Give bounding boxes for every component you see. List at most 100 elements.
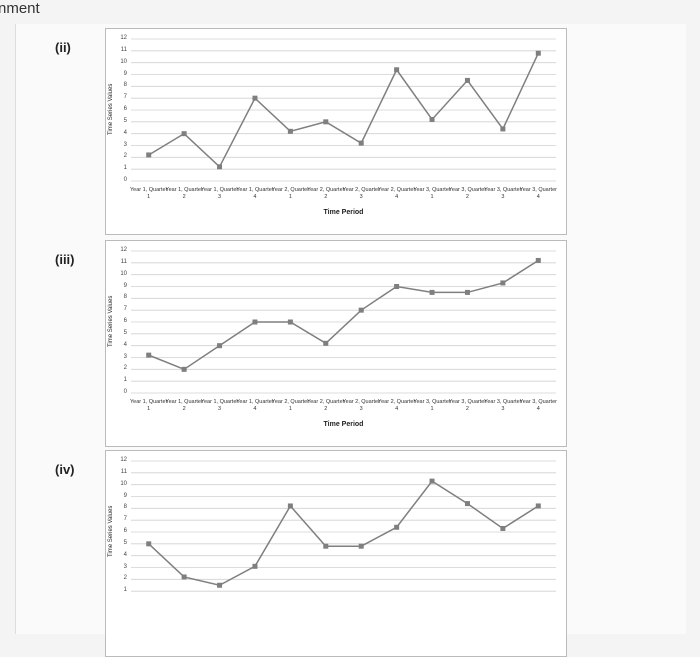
y-tick-label: 12	[120, 457, 127, 463]
data-point	[394, 67, 400, 73]
y-tick-label: 10	[120, 480, 127, 487]
y-tick-label: 9	[123, 282, 127, 289]
y-tick-label: 5	[123, 329, 127, 336]
y-tick-label: 8	[123, 82, 127, 89]
x-tick-label: Year 1, Quarter 3	[200, 399, 239, 412]
chart-label: (iii)	[55, 252, 75, 267]
data-point	[217, 343, 223, 349]
data-point	[535, 257, 541, 263]
y-tick-label: 11	[120, 468, 127, 475]
data-point	[535, 50, 541, 56]
chart-label: (iv)	[55, 462, 75, 477]
x-axis-title: Time Period	[323, 209, 364, 216]
x-tick-label: Year 3, Quarter 3	[484, 399, 522, 412]
data-point	[323, 340, 329, 346]
y-tick-label: 4	[123, 341, 127, 348]
y-tick-label: 10	[120, 270, 127, 277]
data-point	[323, 543, 329, 549]
data-point	[287, 319, 293, 325]
x-axis-title: Time Period	[323, 421, 364, 428]
data-point	[358, 140, 364, 146]
y-tick-label: 12	[120, 35, 127, 41]
x-tick-label: Year 3, Quarter 1	[413, 399, 451, 412]
x-tick-label: Year 1, Quarter 3	[200, 187, 239, 200]
y-tick-label: 5	[123, 117, 127, 124]
data-point	[464, 77, 470, 83]
y-tick-label: 3	[123, 141, 127, 148]
data-point	[287, 128, 293, 134]
data-point	[252, 319, 258, 325]
y-tick-label: 4	[123, 551, 127, 558]
data-point	[181, 366, 187, 372]
chart: 0 1 2 3 4 5 6 7 8 9 10 11 12 Year 1, Quarter 1 Year 1,…	[105, 28, 567, 235]
data-point	[429, 116, 435, 122]
data-point	[535, 503, 541, 509]
y-tick-label: 10	[120, 58, 127, 65]
x-tick-label: Year 3, Quarter 2	[448, 399, 487, 412]
x-tick-label: Year 3, Quarter 1	[413, 187, 451, 200]
y-tick-label: 11	[120, 258, 127, 265]
y-tick-label: 9	[123, 492, 127, 499]
x-tick-label: Year 3, Quarter 3	[484, 187, 522, 200]
y-tick-label: 0	[123, 177, 127, 183]
data-point	[217, 582, 223, 588]
y-tick-label: 8	[123, 294, 127, 301]
data-point	[394, 284, 400, 289]
data-point	[146, 152, 152, 158]
data-point	[429, 478, 435, 484]
x-tick-label: Year 1, Quarter 4	[236, 187, 274, 200]
y-tick-label: 6	[123, 318, 127, 324]
x-tick-label: Year 2, Quarter 4	[377, 399, 416, 412]
series-line	[148, 52, 539, 169]
y-tick-label: 11	[120, 46, 127, 53]
y-tick-label: 3	[123, 353, 127, 360]
x-tick-label: Year 2, Quarter 2	[307, 399, 345, 412]
data-point	[429, 289, 435, 295]
y-tick-label: 8	[123, 504, 127, 511]
x-tick-label: Year 1, Quarter 4	[236, 399, 274, 412]
y-tick-label: 9	[123, 70, 127, 77]
data-point	[217, 164, 223, 170]
y-tick-label: 1	[123, 165, 127, 172]
x-tick-label: Year 3, Quarter 2	[448, 187, 487, 200]
data-point	[252, 95, 258, 101]
chart: 0 1 2 3 4 5 6 7 8 9 10 11 12 Year 1, Quarter 1 Year 1,…	[105, 240, 567, 447]
y-tick-label: 2	[123, 575, 127, 582]
data-point	[252, 563, 258, 569]
series-line	[148, 259, 539, 371]
plot	[131, 38, 556, 182]
y-axis-title: Time Series Values	[108, 83, 114, 135]
y-tick-label: 6	[123, 528, 127, 534]
y-tick-label: 7	[123, 94, 127, 101]
y-tick-label: 4	[123, 129, 127, 136]
data-point	[464, 501, 470, 507]
y-tick-label: 6	[123, 106, 127, 112]
y-tick-label: 2	[123, 365, 127, 372]
x-tick-label: Year 2, Quarter 1	[271, 187, 310, 200]
chart: 1 2 3 4 5 6 7 8 9 10 11 12 Time Series Values	[105, 450, 567, 657]
x-tick-label: Year 2, Quarter 1	[271, 399, 310, 412]
y-tick-label: 0	[123, 389, 127, 395]
x-tick-label: Year 3, Quarter 4	[519, 399, 557, 412]
y-tick-label: 1	[123, 587, 127, 594]
data-point	[500, 525, 506, 531]
data-point	[464, 289, 470, 295]
x-tick-label: Year 2, Quarter 3	[342, 187, 380, 200]
x-tick-label: Year 2, Quarter 2	[307, 187, 345, 200]
x-tick-label: Year 1, Quarter 2	[165, 187, 203, 200]
data-point	[146, 352, 152, 358]
y-axis-title: Time Series Values	[108, 295, 114, 347]
data-point	[500, 280, 506, 286]
y-tick-label: 5	[123, 539, 127, 546]
y-tick-label: 12	[120, 247, 127, 253]
plot	[131, 250, 556, 394]
data-point	[146, 541, 152, 547]
y-tick-label: 7	[123, 516, 127, 523]
page-title: nment	[0, 0, 40, 17]
data-point	[500, 126, 506, 132]
data-point	[181, 574, 187, 580]
x-tick-label: Year 1, Quarter 1	[130, 187, 168, 200]
data-point	[323, 119, 329, 125]
chart-label: (ii)	[55, 40, 71, 55]
data-point	[358, 543, 364, 549]
